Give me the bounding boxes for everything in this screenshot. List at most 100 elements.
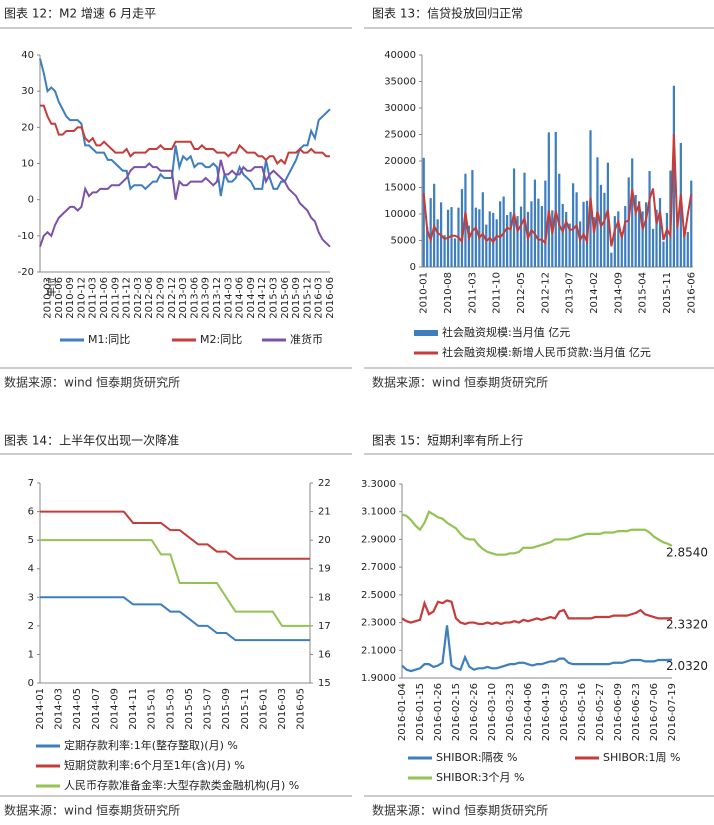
bar <box>436 219 439 267</box>
x-tick-label: 2015-09 <box>221 688 232 730</box>
y-tick-label: 5 <box>28 535 34 546</box>
series-line <box>422 133 693 247</box>
bar <box>544 180 547 267</box>
x-tick-label: 2015-11 <box>240 688 251 730</box>
bar <box>443 235 446 267</box>
chart-title: 图表 15：短期利率有所上行 <box>372 433 523 448</box>
bar <box>561 203 564 267</box>
x-tick-label: 2010-03 <box>43 277 54 319</box>
x-tick-label: 2015-03 <box>165 688 176 730</box>
y2-tick-label: 17 <box>318 621 331 632</box>
x-tick-label: 2016-03 <box>314 277 325 319</box>
legend-label: SHIBOR:1周 % <box>603 751 680 764</box>
x-tick-label: 2011-09 <box>110 277 121 319</box>
x-tick-label: 2016-01-04 <box>397 683 408 741</box>
bar <box>533 179 537 267</box>
legend-label: 准货币 <box>290 332 323 346</box>
y-tick-label: 2.3000 <box>361 618 396 629</box>
source-note: 数据来源：wind 恒泰期货研究所 <box>372 803 548 818</box>
bar <box>558 173 561 267</box>
x-tick-label: 2010-09 <box>65 277 76 319</box>
x-tick-label: 2016-05-16 <box>577 683 588 741</box>
bar <box>592 217 596 267</box>
bar <box>551 210 554 267</box>
x-tick-label: 2015-07 <box>203 688 214 730</box>
bar <box>603 192 606 267</box>
y-tick-label: 2.9000 <box>361 534 396 545</box>
y2-tick-label: 16 <box>318 649 331 660</box>
y-tick-label: 3.1000 <box>361 507 396 518</box>
bar <box>474 207 477 267</box>
chart-title: 图表 14：上半年仅出现一次降准 <box>4 434 179 448</box>
y2-tick-label: 20 <box>318 535 331 546</box>
y-tick-label: 1 <box>28 649 34 660</box>
y-tick-label: 35000 <box>384 77 416 88</box>
data-label: 2.0320 <box>666 659 708 673</box>
x-tick-label: 2016-03 <box>277 688 288 730</box>
bar <box>610 252 613 267</box>
bar <box>658 198 662 267</box>
x-tick-label: 2013-09 <box>201 277 212 319</box>
bar <box>554 131 557 267</box>
y-tick-label: 2.7000 <box>361 562 396 573</box>
x-tick-label: 2016-06-23 <box>631 683 642 741</box>
bar <box>613 216 616 267</box>
bar <box>648 171 651 267</box>
chart-title: 图表 12：M2 增速 6 月走平 <box>4 7 156 21</box>
series-line <box>39 58 331 197</box>
bar <box>568 223 571 267</box>
bar <box>429 198 432 267</box>
bar <box>683 227 686 267</box>
x-tick-label: 2015-04 <box>638 272 649 314</box>
y-tick-label: 0 <box>28 195 34 206</box>
series-line <box>39 159 331 248</box>
bar <box>485 224 488 267</box>
x-tick-label: 2014-06 <box>235 277 246 319</box>
y-tick-label: -20 <box>18 267 34 278</box>
bar <box>686 232 689 267</box>
bar <box>450 207 453 267</box>
bar <box>651 228 655 267</box>
bar <box>481 192 484 267</box>
x-tick-label: 2016-03-10 <box>487 683 498 741</box>
bar <box>665 212 669 267</box>
y-tick-label: 0 <box>28 678 34 689</box>
x-tick-label: 2013-03 <box>178 277 189 319</box>
source-note: 数据来源：wind 恒泰期货研究所 <box>4 803 180 818</box>
bar <box>471 170 474 267</box>
x-tick-label: 2016-04-19 <box>541 683 552 741</box>
x-tick-label: 2016-02-26 <box>469 683 480 741</box>
legend-label: SHIBOR:隔夜 % <box>436 750 517 764</box>
x-tick-label: 2014-09 <box>109 688 120 730</box>
y-axis-label: 单位 <box>45 277 58 297</box>
x-tick-label: 2015-05 <box>184 688 195 730</box>
x-tick-label: 2013-07 <box>565 272 576 314</box>
x-tick-label: 2014-02 <box>589 272 600 314</box>
y-tick-label: 40000 <box>384 50 416 61</box>
x-tick-label: 2014-07 <box>91 688 102 730</box>
bar <box>662 241 665 267</box>
y-tick-label: -10 <box>18 231 34 242</box>
x-tick-label: 2016-06 <box>325 277 336 319</box>
series-line <box>40 596 310 642</box>
legend-label: 定期存款利率:1年(整存整取)(月) % <box>64 738 238 752</box>
bar <box>641 211 644 267</box>
bar <box>644 202 648 267</box>
y-tick-label: 10 <box>21 159 34 170</box>
x-tick-label: 2014-12 <box>257 277 268 319</box>
bar <box>627 177 630 267</box>
y-tick-label: 0 <box>410 262 416 273</box>
legend-label: 短期贷款利率:6个月至1年(含)(月) % <box>64 758 245 772</box>
x-tick-label: 2016-07-19 <box>667 683 678 741</box>
x-tick-label: 2015-11 <box>662 272 673 314</box>
bar <box>467 225 471 267</box>
bar <box>537 198 540 267</box>
legend-label: M2:同比 <box>200 333 242 346</box>
x-tick-label: 2016-05-27 <box>595 683 606 741</box>
bar <box>617 211 620 267</box>
bar <box>624 206 627 267</box>
bar <box>509 211 512 267</box>
x-tick-label: 2012-12 <box>167 277 178 319</box>
x-tick-label: 2016-02-15 <box>451 683 462 741</box>
